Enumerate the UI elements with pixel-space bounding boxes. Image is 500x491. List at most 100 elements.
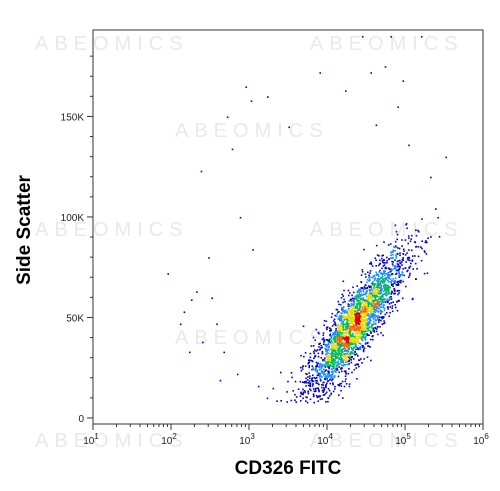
event-dot [353,347,355,349]
event-dot [383,262,385,264]
event-dot [394,245,397,247]
event-dot [366,306,368,308]
event-dot [375,271,377,274]
event-dot [359,343,362,345]
event-dot [319,398,322,401]
event-dot [371,307,373,310]
event-dot [353,312,356,314]
event-dot [341,316,344,319]
event-dot [381,302,383,305]
event-dot [410,262,412,265]
event-dot [354,351,356,354]
event-dot [341,312,343,315]
event-dot [313,368,315,371]
event-dot [308,382,310,384]
event-dot [338,330,340,332]
event-dot [376,300,378,303]
event-dot [380,306,383,308]
event-dot [337,317,340,319]
event-dot [366,324,368,326]
event-dot [355,295,358,297]
event-dot [321,383,323,386]
event-dot [325,386,327,389]
event-dot [362,297,365,299]
event-dot [358,313,361,316]
event-dot [333,365,336,368]
event-dot [352,312,354,314]
event-dot [402,280,404,283]
event-dot [373,308,375,311]
event-dot [390,298,393,300]
event-dot [301,366,304,368]
event-dot [380,284,383,287]
event-dot [373,306,376,309]
outlier-dot [345,90,347,92]
event-dot [329,382,332,385]
event-dot [305,377,307,380]
event-dot [368,274,370,277]
event-dot [339,383,341,385]
event-dot [266,397,269,400]
event-dot [345,354,347,356]
event-dot [361,302,364,305]
event-dot [364,336,367,338]
event-dot [349,307,351,310]
event-dot [358,332,360,335]
event-dot [313,401,315,404]
event-dot [312,350,315,353]
event-dot [325,361,328,363]
event-dot [402,258,404,261]
event-dot [398,272,400,274]
event-dot [380,273,382,275]
event-dot [338,303,340,306]
event-dot [365,312,368,315]
event-dot [361,311,363,314]
event-dot [321,338,324,341]
event-dot [338,371,340,374]
event-dot [383,290,385,292]
event-dot [321,389,324,392]
event-dot [412,268,414,270]
event-dot [329,375,331,378]
event-dot [305,400,307,402]
event-dot [334,355,337,358]
event-dot [336,325,338,327]
event-dot [377,279,380,281]
event-dot [379,290,382,293]
event-dot [335,365,338,368]
event-dot [312,388,315,390]
outlier-dot [216,323,218,326]
x-tick-label: 106 [473,432,489,447]
outlier-dot [257,385,260,388]
event-dot [344,353,346,355]
event-dot [319,342,321,345]
y-tick-label: 100K [61,213,85,224]
event-dot [388,258,391,260]
event-dot [398,292,400,294]
event-dot [409,240,412,243]
event-dot [367,304,370,306]
event-dot [331,356,333,359]
event-dot [341,361,343,364]
event-dot [388,292,390,295]
event-dot [382,258,385,261]
event-dot [345,359,347,361]
event-dot [346,321,348,323]
event-dot [357,363,359,365]
event-dot [390,281,393,284]
event-dot [348,304,351,306]
event-dot [364,328,367,330]
event-dot [326,326,329,329]
event-dot [380,272,382,274]
event-dot [337,311,339,314]
event-dot [340,389,342,392]
event-dot [347,314,349,317]
event-dot [323,360,326,362]
x-tick-label: 101 [83,432,99,447]
event-dot [367,327,370,329]
event-dot [344,338,346,340]
event-dot [381,323,384,325]
event-dot [363,337,365,339]
event-dot [310,379,313,381]
event-dot [389,243,392,245]
